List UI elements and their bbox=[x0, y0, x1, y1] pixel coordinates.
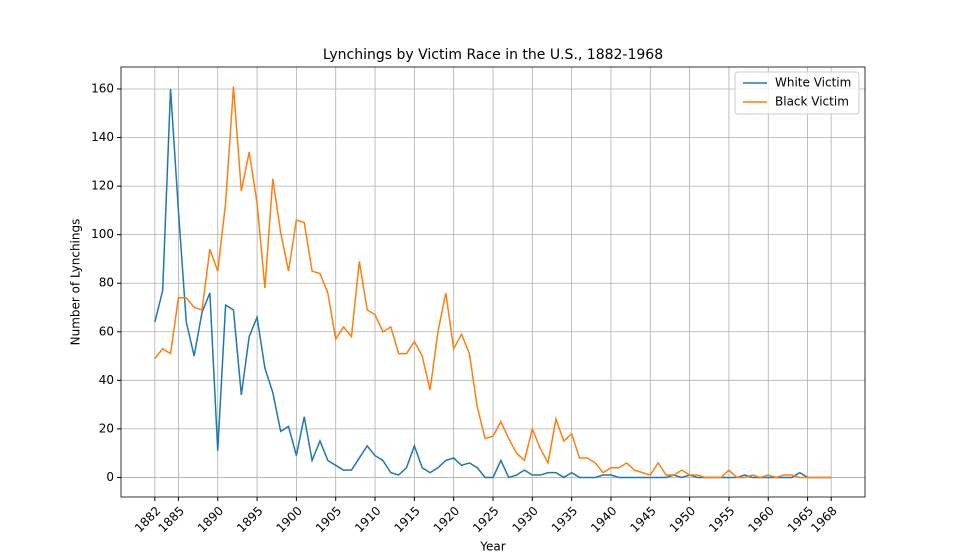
y-tick-label: 0 bbox=[106, 470, 114, 484]
y-tick-label: 40 bbox=[99, 373, 114, 387]
x-tick-label: 1930 bbox=[509, 504, 540, 535]
x-tick-label: 1895 bbox=[234, 504, 265, 535]
x-axis-label: Year bbox=[479, 540, 505, 554]
x-tick-label: 1920 bbox=[431, 504, 462, 535]
y-tick-label: 160 bbox=[91, 81, 114, 95]
x-tick-label: 1915 bbox=[391, 504, 422, 535]
x-tick-label: 1925 bbox=[470, 504, 501, 535]
y-tick-label: 20 bbox=[99, 421, 114, 435]
x-tick-label: 1905 bbox=[313, 504, 344, 535]
x-tick-label: 1968 bbox=[808, 504, 839, 535]
x-tick-label: 1900 bbox=[273, 504, 304, 535]
chart-title: Lynchings by Victim Race in the U.S., 18… bbox=[323, 47, 663, 63]
x-tick-label: 1890 bbox=[195, 504, 226, 535]
y-tick-label: 140 bbox=[91, 130, 114, 144]
x-tick-label: 1955 bbox=[706, 504, 737, 535]
legend-label: Black Victim bbox=[775, 95, 849, 109]
y-tick-label: 60 bbox=[99, 324, 114, 338]
plot-frame bbox=[120, 66, 866, 498]
y-axis-label: Number of Lynchings bbox=[69, 219, 83, 346]
y-tick-label: 120 bbox=[91, 179, 114, 193]
y-tick-label: 100 bbox=[91, 227, 114, 241]
series-line bbox=[154, 86, 832, 479]
x-tick-label: 1965 bbox=[785, 504, 816, 535]
x-tick-label: 1940 bbox=[588, 504, 619, 535]
x-tick-label: 1910 bbox=[352, 504, 383, 535]
x-tick-label: 1960 bbox=[745, 504, 776, 535]
legend-label: White Victim bbox=[775, 76, 851, 90]
x-tick-label: 1935 bbox=[549, 504, 580, 535]
x-tick-label: 1950 bbox=[667, 504, 698, 535]
x-tick-label: 1885 bbox=[156, 504, 187, 535]
y-tick-label: 80 bbox=[99, 276, 114, 290]
x-tick-label: 1882 bbox=[132, 504, 163, 535]
x-tick-label: 1945 bbox=[627, 504, 658, 535]
